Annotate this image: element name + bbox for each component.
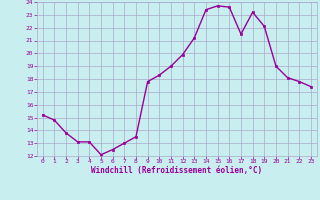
X-axis label: Windchill (Refroidissement éolien,°C): Windchill (Refroidissement éolien,°C) [91,166,262,175]
